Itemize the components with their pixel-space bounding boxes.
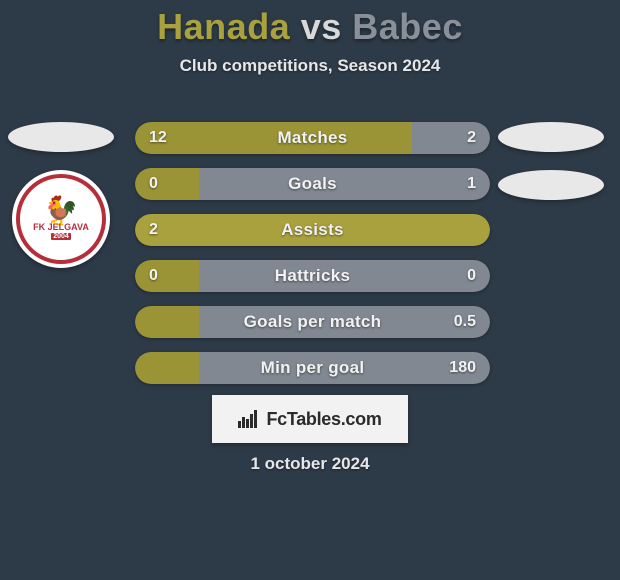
bars-icon bbox=[238, 410, 260, 428]
stat-bar-row: 180Min per goal bbox=[135, 352, 490, 384]
team-crest-inner: 🐓 FK JELGAVA 2004 bbox=[16, 174, 106, 264]
stat-label: Matches bbox=[135, 122, 490, 154]
stat-label: Goals per match bbox=[135, 306, 490, 338]
player1-name: Hanada bbox=[157, 6, 290, 47]
stat-label: Assists bbox=[135, 214, 490, 246]
stat-bar-row: 01Goals bbox=[135, 168, 490, 200]
team-crest-name: FK JELGAVA bbox=[33, 223, 89, 232]
left-column: 🐓 FK JELGAVA 2004 bbox=[8, 122, 114, 268]
source-badge-text: FcTables.com bbox=[266, 409, 381, 430]
stat-label: Hattricks bbox=[135, 260, 490, 292]
vs-separator: vs bbox=[301, 6, 342, 47]
source-badge: FcTables.com bbox=[212, 395, 408, 443]
stat-bar-row: 0.5Goals per match bbox=[135, 306, 490, 338]
player1-disc bbox=[8, 122, 114, 152]
stat-bars: 122Matches 01Goals 2Assists 00Hattricks 0.5G… bbox=[135, 122, 490, 398]
player2-name: Babec bbox=[352, 6, 463, 47]
player2-disc-1 bbox=[498, 122, 604, 152]
team-crest: 🐓 FK JELGAVA 2004 bbox=[12, 170, 110, 268]
stat-bar-row: 2Assists bbox=[135, 214, 490, 246]
team-crest-year: 2004 bbox=[51, 233, 71, 240]
stat-label: Goals bbox=[135, 168, 490, 200]
date-line: 1 october 2024 bbox=[0, 454, 620, 474]
subtitle: Club competitions, Season 2024 bbox=[0, 56, 620, 76]
right-column bbox=[498, 122, 604, 218]
stat-bar-row: 122Matches bbox=[135, 122, 490, 154]
stat-label: Min per goal bbox=[135, 352, 490, 384]
main-title: Hanada vs Babec bbox=[0, 6, 620, 48]
team-crest-rooster-icon: 🐓 bbox=[44, 198, 79, 223]
player2-disc-2 bbox=[498, 170, 604, 200]
stat-bar-row: 00Hattricks bbox=[135, 260, 490, 292]
comparison-infographic: Hanada vs Babec Club competitions, Seaso… bbox=[0, 0, 620, 76]
